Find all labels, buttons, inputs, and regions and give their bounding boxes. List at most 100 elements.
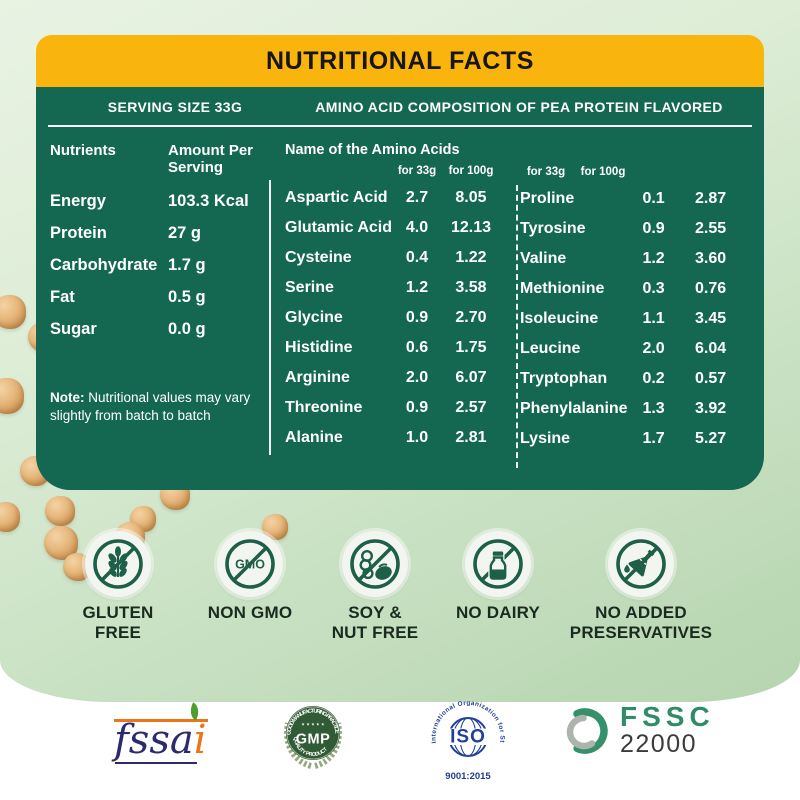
amino-name: Serine: [285, 279, 334, 296]
amino-name: Aspartic Acid: [285, 189, 388, 206]
panel-header: NUTRITIONAL FACTS: [36, 35, 764, 87]
amino-100g-value: 3.92: [695, 400, 727, 417]
badge-non-gmo: GMO NON GMO: [180, 531, 320, 623]
table-row: Valine 1.2 3.60: [520, 244, 754, 274]
fssc-swirl-icon: [562, 708, 608, 754]
amino-name: Cysteine: [285, 249, 352, 266]
amino-33g-value: 0.2: [642, 370, 665, 387]
nutrients-table-header: Nutrients Amount Per Serving: [50, 142, 258, 176]
amino-name: Lysine: [519, 430, 571, 447]
amino-100g-value: 1.75: [455, 339, 487, 356]
nutrient-amount: 0.5 g: [168, 287, 206, 306]
table-row: Cysteine 0.4 1.22: [285, 243, 504, 273]
amino-100g-value: 3.58: [455, 279, 487, 296]
badge-no-preservatives: NO ADDED PRESERVATIVES: [551, 531, 731, 642]
amino-name: Arginine: [285, 369, 350, 386]
panel-body: SERVING SIZE 33G AMINO ACID COMPOSITION …: [36, 87, 764, 490]
nutrient-name: Sugar: [50, 319, 97, 338]
milk-bottle-icon: [465, 531, 531, 597]
subheader-row: SERVING SIZE 33G AMINO ACID COMPOSITION …: [36, 87, 764, 115]
header-divider-line: [48, 125, 752, 127]
amino-33g-value: 0.4: [405, 249, 429, 266]
iso-center-text: ISO: [450, 727, 486, 748]
iso-standard-text: 9001:2015: [445, 771, 491, 782]
amino-100g-value: 3.45: [695, 310, 727, 327]
fssai-wordmark: fssai: [114, 717, 207, 763]
amino-subheader: for 33g for 100g: [285, 165, 504, 179]
amino-name: Valine: [519, 250, 567, 267]
amino-name: Tyrosine: [519, 220, 586, 237]
table-row: Energy 103.3 Kcal: [50, 185, 258, 217]
table-row: Histidine 0.6 1.75: [285, 333, 504, 363]
table-row: Isoleucine 1.1 3.45: [520, 304, 754, 334]
amino-100g-value: 2.70: [455, 309, 487, 326]
amino-100g-value: 0.76: [695, 280, 727, 297]
nutrient-amount: 27 g: [168, 223, 202, 242]
table-row: Threonine 0.9 2.57: [285, 393, 504, 423]
table-row: Proline 0.1 2.87: [520, 184, 754, 214]
amino-100g-value: 2.81: [455, 429, 487, 446]
nutrient-amount: 103.3 Kcal: [168, 191, 249, 210]
col-100g-header: for 100g: [580, 166, 626, 178]
amino-subheader: for 33g for 100g: [520, 166, 754, 180]
flask-icon: [608, 531, 674, 597]
table-row: Serine 1.2 3.58: [285, 273, 504, 303]
amino-33g-value: 2.0: [642, 340, 665, 357]
chickpea-image: [0, 295, 26, 329]
amount-col-header: Amount Per Serving: [168, 142, 254, 177]
table-row: Phenylalanine 1.3 3.92: [520, 394, 754, 424]
amino-name: Glycine: [285, 309, 343, 326]
page-title: NUTRITIONAL FACTS: [265, 46, 535, 75]
amino-33g-value: 0.3: [642, 280, 665, 297]
fssc-name: FSSC: [620, 701, 715, 732]
amino-name: Histidine: [285, 339, 353, 356]
serving-size-label: SERVING SIZE 33G: [107, 99, 243, 115]
table-columns: Nutrients Amount Per Serving Energy 103.…: [36, 128, 764, 490]
chickpea-image: [0, 378, 24, 414]
col-33g-header: for 33g: [397, 165, 437, 177]
nutrition-panel: NUTRITIONAL FACTS SERVING SIZE 33G AMINO…: [36, 35, 764, 490]
amino-table-title: Name of the Amino Acids: [285, 142, 460, 158]
badge-label: NON GMO: [207, 603, 293, 622]
amino-33g-value: 1.0: [405, 429, 429, 446]
nutrient-name: Energy: [50, 191, 106, 210]
table-row: Tyrosine 0.9 2.55: [520, 214, 754, 244]
nutrient-amount: 1.7 g: [168, 255, 206, 274]
amino-33g-value: 1.3: [642, 400, 665, 417]
amino-100g-value: 3.60: [695, 250, 727, 267]
col-33g-header: for 33g: [526, 166, 566, 178]
amino-33g-value: 0.9: [405, 309, 429, 326]
amino-33g-value: 0.9: [405, 399, 429, 416]
chickpea-image: [0, 502, 20, 532]
note-text: Nutritional values may vary slightly fro…: [50, 390, 251, 423]
badge-no-dairy: NO DAIRY: [428, 531, 568, 623]
table-row: Glycine 0.9 2.70: [285, 303, 504, 333]
badge-label: NO ADDED PRESERVATIVES: [569, 603, 713, 642]
amino-33g-value: 0.1: [642, 190, 665, 207]
gmo-icon: GMO: [217, 531, 283, 597]
amino-name: Glutamic Acid: [285, 219, 392, 236]
column-divider-solid: [269, 180, 271, 455]
nutrient-amount: 0.0 g: [168, 319, 206, 338]
gmp-center-text: GMP: [296, 732, 331, 748]
table-row: Arginine 2.0 6.07: [285, 363, 504, 393]
fssai-logo: fssai: [112, 702, 210, 768]
amino-33g-value: 1.2: [405, 279, 429, 296]
amino-100g-value: 1.22: [455, 249, 487, 266]
badge-label: SOY & NUT FREE: [331, 603, 419, 642]
amino-table-right: for 33g for 100g Proline 0.1 2.87 Tyrosine…: [504, 142, 766, 490]
amino-name: Phenylalanine: [519, 400, 628, 417]
gmp-stars: ★ ★ ★ ★ ★: [301, 722, 325, 727]
table-row: Alanine 1.0 2.81: [285, 423, 504, 453]
amino-33g-value: 4.0: [405, 219, 429, 236]
amino-33g-value: 2.0: [405, 369, 429, 386]
amino-33g-value: 0.6: [405, 339, 429, 356]
amino-table-left: Name of the Amino Acids for 33g for 100g…: [266, 142, 504, 490]
nutrients-table: Nutrients Amount Per Serving Energy 103.…: [50, 142, 266, 490]
amino-100g-value: 2.55: [695, 220, 727, 237]
amino-33g-value: 1.1: [642, 310, 665, 327]
table-row: Carbohydrate 1.7 g: [50, 249, 258, 281]
table-row: Fat 0.5 g: [50, 281, 258, 313]
nutrients-col-header: Nutrients: [50, 142, 116, 159]
